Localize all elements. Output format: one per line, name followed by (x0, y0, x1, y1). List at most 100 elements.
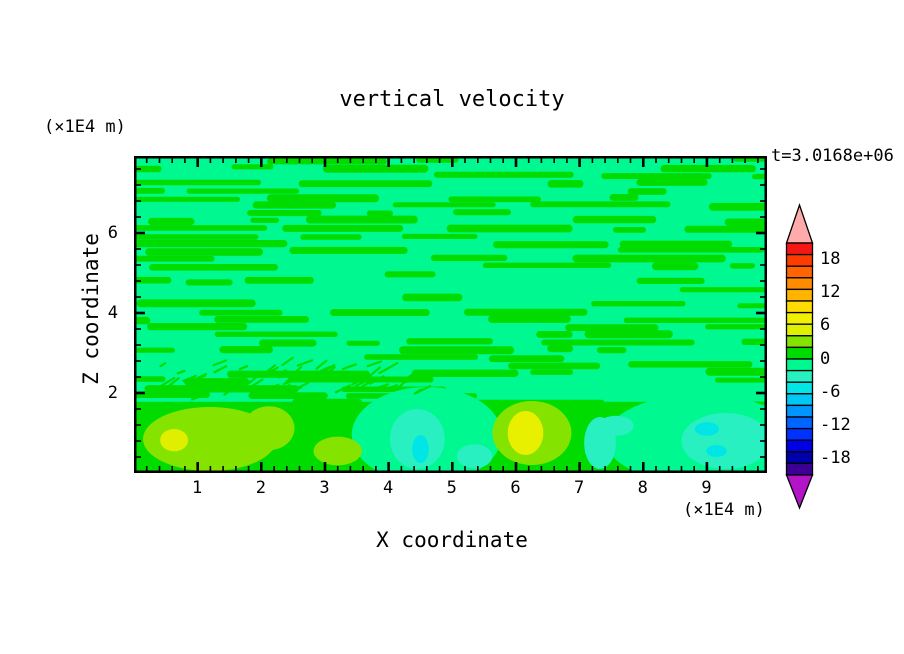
y-tick-label: 6 (107, 223, 118, 243)
velocity-streak (652, 262, 699, 271)
velocity-streak (684, 225, 767, 233)
striation-dash (368, 375, 385, 385)
velocity-streak (597, 347, 627, 354)
striation-dash (383, 361, 399, 372)
velocity-streak (134, 391, 210, 398)
velocity-streak (613, 227, 646, 233)
velocity-streak (660, 164, 756, 173)
downdraft-core-right-b (706, 445, 727, 457)
velocity-streak (705, 324, 767, 330)
velocity-streak (259, 339, 317, 347)
velocity-streak (617, 247, 765, 253)
velocity-streak (636, 179, 708, 186)
striation-dash (157, 383, 173, 393)
striation-dash (239, 374, 252, 380)
striation-dash (368, 366, 382, 378)
velocity-streak (392, 202, 496, 208)
striation-dash (413, 384, 432, 395)
velocity-streak (266, 194, 380, 203)
colorbar-segment (785, 381, 814, 395)
striation-dash (212, 359, 227, 367)
striation-dash (158, 376, 176, 388)
striation-dash (370, 383, 390, 391)
velocity-streak (244, 276, 314, 284)
colorbar-tick-label: -18 (820, 448, 851, 468)
velocity-streak (584, 330, 673, 339)
colorbar-tick-label: 0 (820, 349, 831, 369)
striation-dash (176, 369, 186, 375)
striation-dash (315, 359, 328, 370)
velocity-streak (322, 164, 429, 173)
striation-dash (312, 367, 328, 377)
x-axis-unit-label: (×1E4 m) (683, 500, 765, 520)
striation-dash (388, 384, 399, 389)
velocity-streak (384, 271, 436, 278)
time-annotation: t=3.0168e+06 (771, 146, 894, 166)
downdraft-patch (456, 444, 493, 469)
velocity-streak (147, 323, 248, 331)
colorbar-tick-label: -12 (820, 415, 851, 435)
velocity-streak (185, 279, 233, 286)
striation-dash (349, 394, 359, 399)
velocity-streak (134, 225, 268, 231)
colorbar-segment (785, 323, 814, 337)
velocity-streak (627, 188, 667, 195)
striation-dash (192, 374, 207, 382)
velocity-streak (714, 377, 767, 383)
striation-dash (378, 368, 388, 375)
striation-dash (252, 370, 265, 378)
striation-dash (341, 363, 358, 371)
velocity-streak (145, 248, 264, 256)
velocity-streak (541, 339, 695, 346)
x-tick-label: 8 (637, 478, 648, 498)
velocity-streak (530, 369, 573, 375)
velocity-streak (547, 180, 584, 188)
striation-dash (312, 376, 321, 383)
colorbar-tick-label: 18 (820, 249, 841, 269)
velocity-streak (406, 338, 493, 345)
velocity-streak (601, 173, 712, 180)
colorbar-segment (785, 427, 814, 441)
velocity-streak (402, 293, 463, 302)
velocity-streak (148, 217, 195, 226)
striation-dash (295, 365, 303, 373)
striation-dash (182, 390, 191, 396)
striation-dash (204, 384, 217, 394)
velocity-streak (430, 254, 508, 262)
colorbar-segment (785, 265, 814, 279)
velocity-streak (737, 303, 767, 309)
updraft-plume-small (313, 436, 362, 466)
velocity-streak (565, 324, 659, 332)
striation-dash (213, 380, 229, 391)
velocity-streak (708, 202, 767, 211)
colorbar-segment (785, 416, 814, 430)
y-tick-label: 2 (107, 383, 118, 403)
striation-dash (249, 378, 264, 388)
velocity-streak (134, 234, 259, 240)
velocity-streak (136, 299, 256, 308)
colorbar-segment (785, 393, 814, 407)
colorbar-segment (785, 451, 814, 465)
updraft-core-left (160, 429, 189, 452)
striation-dash (269, 383, 280, 390)
velocity-streak (609, 194, 639, 201)
striation-dash (266, 364, 277, 373)
velocity-streak (488, 355, 565, 363)
colorbar (785, 203, 814, 510)
velocity-streak (247, 210, 322, 217)
striation-dash (327, 366, 336, 374)
velocity-streak (266, 158, 387, 165)
velocity-streak (619, 240, 733, 248)
colorbar-segment (785, 358, 814, 372)
velocity-streak (149, 264, 278, 271)
striation-dash (184, 376, 195, 383)
velocity-streak (679, 287, 767, 293)
striation-dash (361, 379, 373, 388)
velocity-streak (547, 345, 574, 353)
updraft-plume-left (143, 407, 277, 471)
striation-dash (208, 380, 219, 388)
striation-dash (351, 380, 361, 386)
colorbar-segment (785, 439, 814, 453)
velocity-streak (623, 317, 767, 323)
velocity-streak (134, 187, 166, 194)
